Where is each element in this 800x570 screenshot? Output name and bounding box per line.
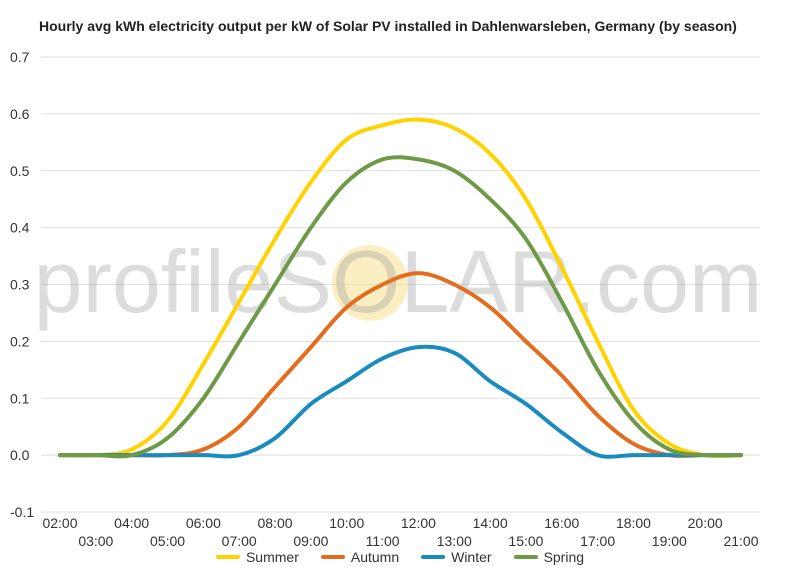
y-tick-label: 0.7 xyxy=(10,49,30,65)
x-tick-label: 12:00 xyxy=(401,515,436,531)
x-tick-label: 13:00 xyxy=(437,533,472,549)
x-tick-label: 10:00 xyxy=(329,515,364,531)
y-tick-label: 0.1 xyxy=(10,390,30,406)
legend-item-spring[interactable]: Spring xyxy=(513,549,585,565)
legend-swatch xyxy=(421,555,446,559)
x-tick-label: 02:00 xyxy=(42,515,77,531)
x-tick-label: 11:00 xyxy=(366,533,400,549)
y-tick-label: 0.5 xyxy=(10,163,30,179)
legend-item-autumn[interactable]: Autumn xyxy=(320,549,400,565)
legend-label: Winter xyxy=(451,549,492,565)
x-tick-label: 07:00 xyxy=(222,533,257,549)
x-tick-label: 20:00 xyxy=(688,515,723,531)
y-tick-label: 0.2 xyxy=(10,333,30,349)
series-line-spring xyxy=(58,155,743,459)
chart-legend: Summer Autumn Winter Spring xyxy=(0,549,800,565)
y-tick-label: 0.0 xyxy=(10,447,30,463)
x-tick-label: 19:00 xyxy=(652,533,687,549)
legend-item-summer[interactable]: Summer xyxy=(215,549,299,565)
x-tick-label: 21:00 xyxy=(723,533,758,549)
legend-label: Spring xyxy=(543,549,585,565)
x-tick-label: 18:00 xyxy=(616,515,651,531)
legend-swatch xyxy=(215,555,240,559)
x-tick-label: 15:00 xyxy=(508,533,543,549)
x-tick-label: 05:00 xyxy=(150,533,185,549)
series-line-summer xyxy=(58,117,743,458)
x-tick-label: 06:00 xyxy=(186,515,221,531)
x-tick-label: 09:00 xyxy=(293,533,328,549)
series-line-winter xyxy=(58,344,743,459)
x-tick-label: 14:00 xyxy=(473,515,508,531)
legend-label: Autumn xyxy=(350,549,400,565)
y-tick-label: 0.4 xyxy=(10,220,30,236)
chart-title: Hourly avg kWh electricity output per kW… xyxy=(39,18,737,34)
x-tick-label: 04:00 xyxy=(114,515,149,531)
x-tick-label: 03:00 xyxy=(78,533,113,549)
legend-label: Summer xyxy=(245,549,299,565)
x-tick-label: 17:00 xyxy=(580,533,615,549)
x-tick-label: 08:00 xyxy=(258,515,293,531)
legend-item-winter[interactable]: Winter xyxy=(421,549,492,565)
watermark-text: profileSOLAR.com xyxy=(34,232,763,331)
x-tick-label: 16:00 xyxy=(544,515,579,531)
y-tick-label: 0.3 xyxy=(10,277,30,293)
y-tick-label: -0.1 xyxy=(10,504,34,520)
y-tick-label: 0.6 xyxy=(10,106,30,122)
legend-swatch xyxy=(320,555,345,559)
legend-swatch xyxy=(513,555,538,559)
